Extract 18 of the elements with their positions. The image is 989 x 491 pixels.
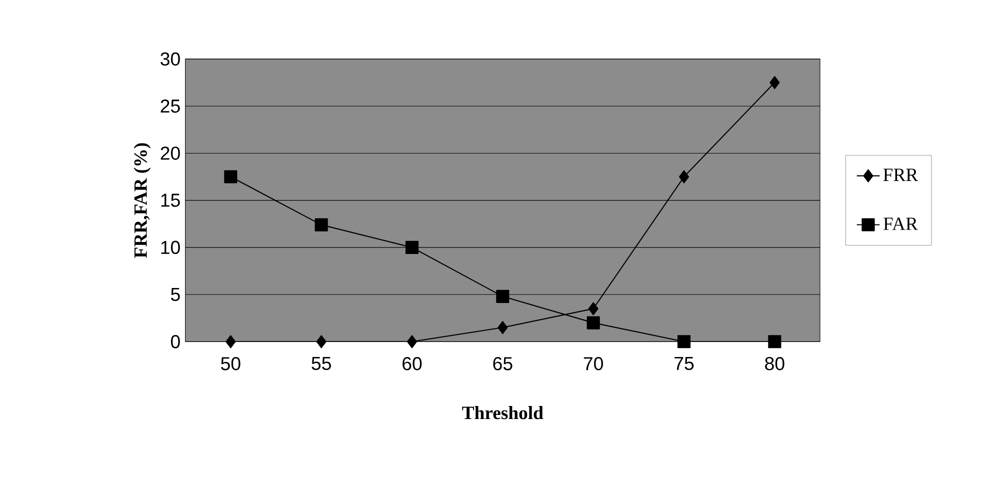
x-tick-label: 70 (584, 357, 603, 370)
y-tick-label: 20 (160, 146, 180, 160)
x-tick-label: 50 (221, 357, 240, 370)
legend-label: FRR (883, 168, 918, 181)
y-tick-label: 15 (161, 194, 180, 207)
x-tick-label: 75 (674, 357, 694, 370)
x-axis-title: Threshold (462, 406, 544, 420)
x-tick-label: 55 (312, 357, 331, 370)
y-tick-label: 10 (161, 240, 180, 254)
y-tick-label: 30 (160, 52, 180, 66)
x-tick-label: 65 (493, 357, 512, 370)
y-tick-label: 25 (160, 99, 180, 113)
y-tick-label: 5 (171, 288, 180, 302)
x-tick-label: 80 (765, 357, 784, 370)
legend-label: FAR (884, 218, 918, 230)
y-axis-title: FRR,FAR (%) (134, 143, 151, 258)
x-tick-label: 60 (402, 357, 422, 370)
y-tick-label: 0 (170, 335, 180, 348)
